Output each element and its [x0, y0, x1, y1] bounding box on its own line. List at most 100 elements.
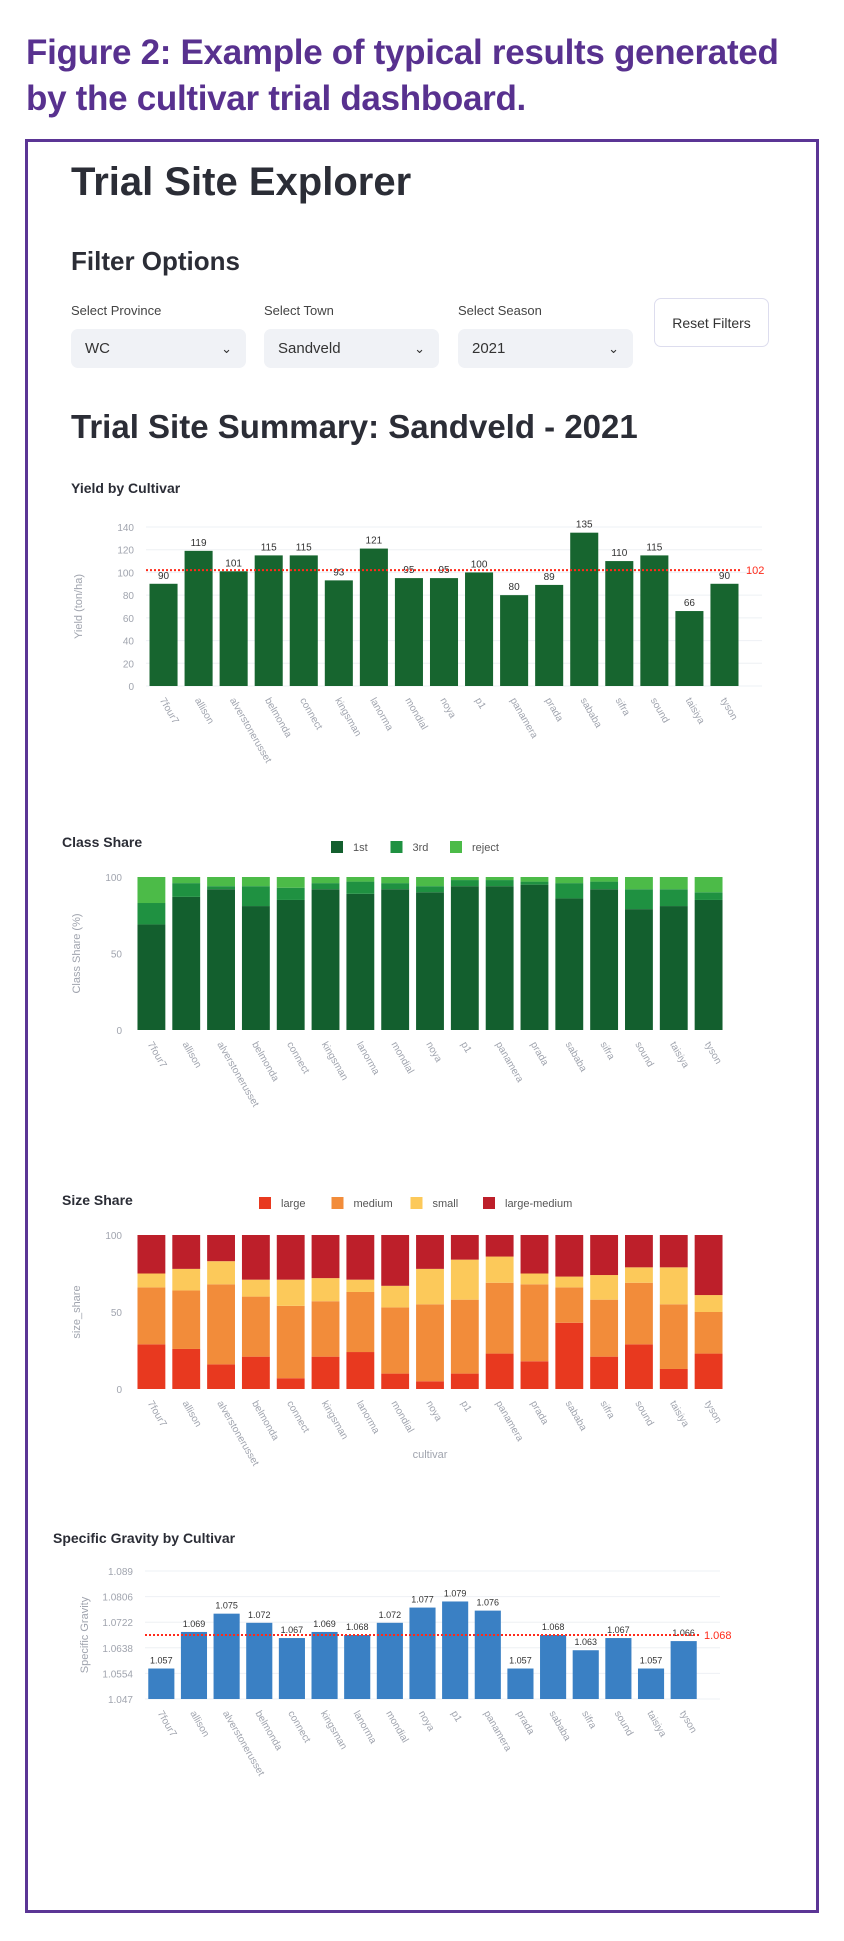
- bar-segment-large-medium: [207, 1235, 235, 1262]
- y-tick-label: 1.0638: [102, 1644, 133, 1655]
- bar-segment-reject: [276, 877, 305, 888]
- data-label: 90: [719, 571, 731, 582]
- x-tick-label: taisiya: [644, 1709, 668, 1739]
- y-tick-label: 0: [128, 682, 134, 693]
- data-label: 1.057: [509, 1656, 532, 1666]
- bar-segment-large-medium: [381, 1235, 410, 1286]
- bar-segment-large: [346, 1352, 375, 1389]
- town-label: Select Town: [264, 303, 334, 318]
- bar: [359, 548, 388, 686]
- screenshot-frame: [25, 139, 819, 1913]
- bar-segment-3rd: [450, 880, 479, 887]
- x-tick-label: connect: [284, 1040, 311, 1076]
- bar-segment-1st: [241, 906, 270, 1030]
- data-label: 1.079: [444, 1588, 467, 1598]
- x-tick-label: prada: [514, 1709, 537, 1737]
- data-label: 115: [296, 542, 312, 553]
- bar-segment-large-medium: [485, 1235, 514, 1257]
- y-tick-label: 100: [105, 873, 122, 884]
- bar-segment-large: [590, 1356, 619, 1389]
- bar-segment-large: [172, 1348, 201, 1389]
- bar: [540, 1635, 567, 1699]
- x-tick-label: p1: [458, 1399, 473, 1415]
- data-label: 1.069: [183, 1619, 206, 1629]
- x-tick-label: belmonda: [249, 1399, 281, 1443]
- bar: [311, 1631, 338, 1699]
- bar-segment-small: [346, 1279, 375, 1292]
- yield-chart-title: Yield by Cultivar: [71, 480, 181, 496]
- x-tick-label: p1: [472, 696, 487, 712]
- bar-segment-large-medium: [625, 1235, 653, 1268]
- data-label: 1.072: [379, 1610, 402, 1620]
- legend-swatch-reject: [450, 841, 462, 853]
- bar-segment-medium: [590, 1299, 619, 1357]
- bar-segment-medium: [694, 1312, 723, 1354]
- data-label: 121: [366, 536, 383, 547]
- mean-line-label: 102: [746, 565, 764, 577]
- bar-segment-large-medium: [590, 1235, 619, 1276]
- bar: [409, 1607, 436, 1699]
- x-tick-label: noya: [416, 1709, 437, 1734]
- season-select[interactable]: 2021 ⌄: [458, 329, 633, 368]
- y-tick-label: 0: [116, 1385, 122, 1396]
- bar-segment-large: [625, 1344, 653, 1389]
- reset-filters-button[interactable]: Reset Filters: [654, 298, 769, 347]
- x-tick-label: tyson: [718, 696, 739, 722]
- legend-swatch-medium: [331, 1197, 344, 1209]
- bar-segment-large: [311, 1356, 340, 1389]
- bar-segment-large: [241, 1356, 270, 1389]
- x-tick-label: mondial: [383, 1709, 410, 1745]
- x-tick-label: tyson: [677, 1709, 698, 1735]
- bar-segment-small: [694, 1295, 723, 1312]
- legend-swatch-large: [259, 1197, 271, 1209]
- legend-swatch-3rd: [390, 841, 403, 853]
- bar-segment-1st: [276, 899, 305, 1030]
- province-select[interactable]: WC ⌄: [71, 329, 246, 368]
- legend-label-1st: 1st: [353, 842, 368, 854]
- bar: [148, 1668, 175, 1699]
- x-tick-label: sababa: [563, 1040, 589, 1074]
- bar-segment-3rd: [241, 886, 270, 907]
- bar: [507, 1668, 534, 1699]
- bar-segment-large-medium: [694, 1235, 723, 1296]
- bar-segment-small: [381, 1285, 410, 1308]
- x-tick-label: prada: [528, 1040, 551, 1068]
- bar: [180, 1631, 208, 1699]
- x-tick-label: tyson: [702, 1040, 723, 1066]
- y-tick-label: 0: [116, 1026, 122, 1037]
- x-tick-label: belmonda: [253, 1709, 285, 1753]
- legend-label-3rd: 3rd: [413, 842, 429, 854]
- bar-segment-3rd: [346, 881, 375, 894]
- data-label: 1.072: [248, 1610, 271, 1620]
- x-tick-label: connect: [285, 1709, 312, 1745]
- y-tick-label: 100: [117, 568, 134, 579]
- x-tick-label: tyson: [702, 1399, 723, 1425]
- town-select[interactable]: Sandveld ⌄: [264, 329, 439, 368]
- y-tick-label: 80: [123, 591, 135, 602]
- data-label: 1.067: [607, 1625, 630, 1635]
- bar-segment-large-medium: [520, 1235, 549, 1274]
- bar-segment-large: [555, 1322, 584, 1389]
- y-tick-label: 1.089: [108, 1567, 133, 1578]
- x-tick-label: lanorma: [354, 1399, 382, 1436]
- x-tick-label: prada: [528, 1399, 551, 1427]
- bar: [605, 561, 634, 686]
- bar-segment-small: [659, 1267, 688, 1305]
- x-tick-label: panamera: [508, 696, 540, 741]
- bar-segment-3rd: [625, 889, 653, 910]
- x-tick-label: sifra: [598, 1040, 617, 1062]
- bar-segment-3rd: [520, 881, 549, 885]
- bar-segment-medium: [450, 1299, 479, 1374]
- bar-segment-small: [172, 1268, 201, 1291]
- bar: [570, 532, 599, 686]
- x-tick-label: lanorma: [354, 1040, 382, 1077]
- bar-segment-reject: [241, 877, 270, 887]
- bar-segment-small: [520, 1273, 549, 1285]
- data-label: 1.057: [150, 1656, 173, 1666]
- bar-segment-1st: [207, 889, 235, 1030]
- bar: [213, 1613, 240, 1699]
- legend-swatch-large-medium: [483, 1197, 495, 1209]
- y-tick-label: 1.0554: [102, 1669, 133, 1680]
- bar-segment-small: [311, 1278, 340, 1302]
- x-tick-label: panamera: [481, 1709, 513, 1754]
